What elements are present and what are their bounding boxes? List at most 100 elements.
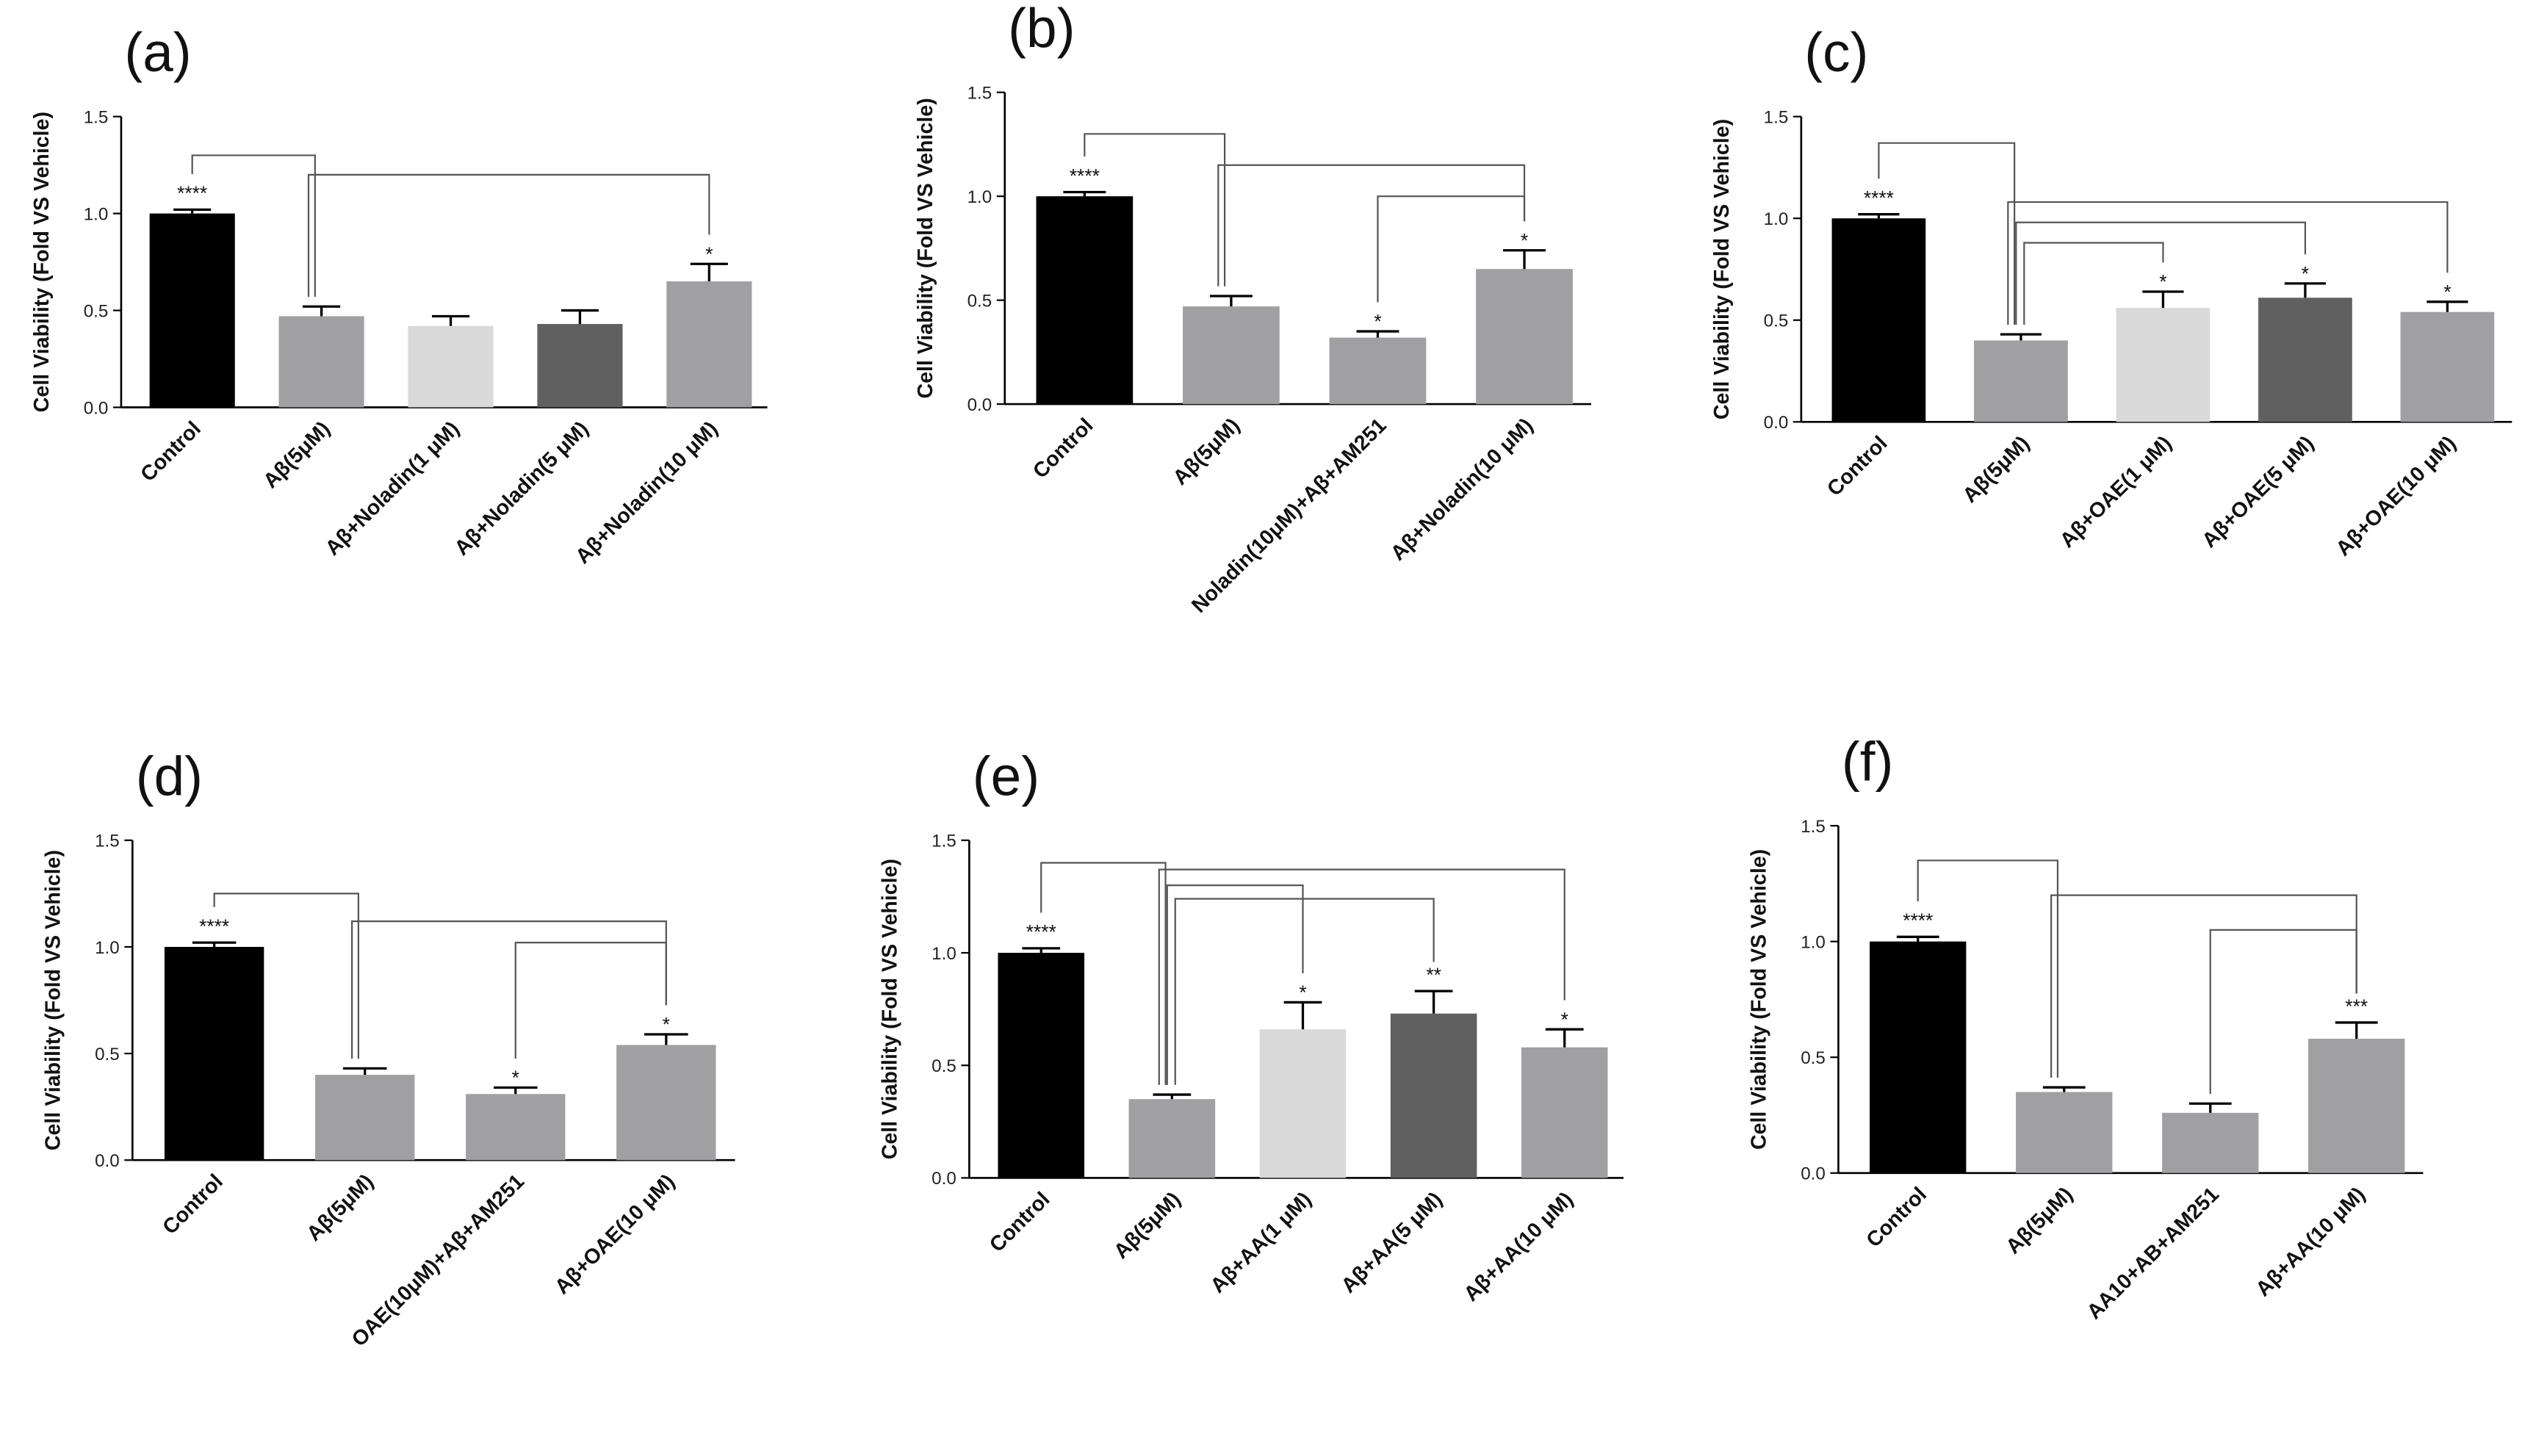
- y-tick-label: 1.5: [932, 832, 956, 851]
- x-tick-label: Control: [1862, 1183, 1931, 1252]
- bar: [1036, 196, 1134, 405]
- significance: **: [1426, 964, 1441, 986]
- comparison-bracket: [2007, 201, 2449, 325]
- bar: [2016, 1092, 2113, 1173]
- bar: [315, 1075, 415, 1161]
- comparison-bracket: [1377, 195, 1526, 303]
- comparison-bracket: [1166, 884, 1304, 1085]
- y-tick-label: 0.5: [932, 1056, 956, 1076]
- panel: (f) Cell Viability (Fold VS Vehicle) 0.0 0.…: [1747, 730, 2424, 1324]
- bar: [2258, 298, 2352, 422]
- bar: [1870, 941, 1967, 1173]
- bar: [2308, 1039, 2405, 1173]
- bar: [2116, 308, 2210, 422]
- comparison-bracket: [213, 893, 359, 1059]
- significance: ****: [1864, 187, 1894, 209]
- bar: [1128, 1099, 1216, 1178]
- y-axis-label: Cell Viability (Fold VS Vehicle): [41, 850, 65, 1150]
- y-tick-label: 1.0: [968, 187, 992, 207]
- y-tick-label: 0.5: [1801, 1048, 1826, 1068]
- panel-label: (d): [136, 745, 203, 807]
- significance: ****: [177, 182, 207, 204]
- x-tick-label: Aβ+OAE(10 μM): [2332, 431, 2461, 561]
- y-tick-label: 0.5: [1764, 311, 1789, 331]
- panel: (b) Cell Viability (Fold VS Vehicle) 0.0 0.…: [914, 0, 1591, 618]
- y-tick-label: 1.5: [1801, 817, 1826, 837]
- x-tick-label: Control: [1823, 431, 1892, 500]
- comparison-bracket: [2023, 242, 2164, 325]
- y-tick-label: 0.5: [95, 1045, 120, 1064]
- comparison-bracket: [1917, 859, 2059, 1078]
- y-tick-label: 0.0: [1764, 413, 1789, 433]
- y-tick-label: 0.5: [84, 301, 109, 321]
- y-tick-label: 1.5: [1764, 107, 1789, 127]
- bar: [1390, 1013, 1477, 1178]
- bar: [616, 1045, 716, 1161]
- x-tick-label: Aβ(5μM): [1169, 414, 1244, 489]
- bar: [1521, 1047, 1608, 1178]
- panel-label: (a): [124, 21, 191, 83]
- panel: (e) Cell Viability (Fold VS Vehicle) 0.0 0.…: [878, 745, 1624, 1306]
- significance: *: [2302, 262, 2309, 284]
- bar: [149, 213, 235, 408]
- comparison-bracket: [1217, 164, 1526, 286]
- comparison-bracket: [514, 942, 667, 1059]
- bar: [537, 324, 623, 408]
- bar: [998, 953, 1085, 1178]
- x-tick-label: Aβ(5μM): [2001, 1183, 2077, 1258]
- significance: *: [1299, 981, 1306, 1003]
- y-axis-label: Cell Viability (Fold VS Vehicle): [914, 98, 937, 398]
- x-tick-label: Control: [1028, 414, 1098, 483]
- bar: [1259, 1029, 1347, 1178]
- x-tick-label: Aβ+AA(1 μM): [1206, 1188, 1316, 1298]
- bar: [1183, 306, 1280, 405]
- x-tick-label: Aβ+Noladin(10 μM): [1386, 414, 1538, 565]
- y-tick-label: 0.0: [932, 1169, 956, 1189]
- panel-label: (e): [973, 745, 1039, 807]
- y-tick-label: 1.0: [95, 938, 120, 958]
- y-tick-label: 1.0: [932, 944, 956, 964]
- bar: [164, 946, 264, 1161]
- comparison-bracket: [2015, 221, 2307, 325]
- bar: [2162, 1112, 2259, 1173]
- significance: ****: [1070, 165, 1100, 187]
- comparison-bracket: [1158, 868, 1565, 1085]
- x-tick-label: Control: [158, 1170, 227, 1239]
- significance: *: [1521, 229, 1528, 251]
- x-tick-label: Aβ+OAE(5 μM): [2197, 431, 2318, 552]
- y-tick-label: 1.0: [1801, 932, 1826, 952]
- y-axis-label: Cell Viability (Fold VS Vehicle): [878, 859, 901, 1159]
- comparison-bracket: [307, 173, 710, 298]
- significance: *: [1374, 311, 1381, 333]
- x-tick-label: Aβ(5μM): [259, 417, 334, 493]
- y-tick-label: 1.5: [84, 107, 109, 127]
- x-tick-label: Aβ+Noladin(5 μM): [450, 417, 594, 561]
- bar: [466, 1094, 566, 1161]
- y-tick-label: 1.5: [968, 83, 992, 103]
- significance: *: [512, 1067, 519, 1089]
- significance: *: [2159, 271, 2166, 293]
- x-tick-label: AA10+AB+AM251: [2083, 1183, 2224, 1324]
- bar: [1974, 340, 2068, 422]
- bar: [666, 281, 752, 408]
- y-tick-label: 0.0: [95, 1151, 120, 1171]
- y-axis-label: Cell Viability (Fold VS Vehicle): [30, 112, 54, 412]
- y-tick-label: 1.0: [1764, 209, 1789, 229]
- bar: [1329, 337, 1427, 405]
- x-tick-label: Aβ+Noladin(10 μM): [571, 417, 722, 569]
- y-tick-label: 0.5: [968, 291, 992, 311]
- comparison-bracket: [1084, 133, 1226, 286]
- y-tick-label: 0.0: [1801, 1164, 1826, 1184]
- significance: *: [663, 1014, 670, 1036]
- x-tick-label: Aβ(5μM): [1109, 1188, 1185, 1264]
- x-tick-label: Aβ+OAE(10 μM): [550, 1170, 680, 1299]
- panel: (c) Cell Viability (Fold VS Vehicle) 0.0 0.…: [1710, 21, 2512, 561]
- significance: ***: [2345, 995, 2368, 1017]
- x-tick-label: Aβ+Noladin(1 μM): [321, 417, 464, 561]
- significance: ****: [199, 915, 229, 937]
- x-tick-label: Aβ+AA(10 μM): [1460, 1188, 1578, 1306]
- bar: [1831, 218, 1926, 422]
- panel-label: (b): [1008, 0, 1075, 59]
- x-tick-label: Aβ+AA(10 μM): [2252, 1183, 2370, 1301]
- significance: *: [2443, 281, 2451, 303]
